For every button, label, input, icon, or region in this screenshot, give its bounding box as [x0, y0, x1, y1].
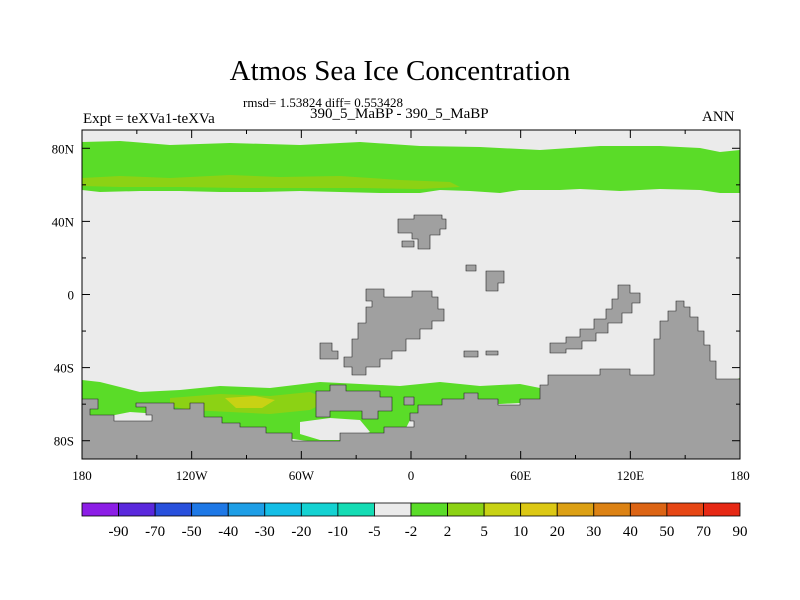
antarctic-ice-core [225, 396, 275, 408]
colorbar-label: 90 [733, 524, 748, 540]
land-europe-bit [401, 240, 415, 248]
colorbar-box [483, 502, 522, 517]
colorbar-label: -30 [255, 524, 275, 540]
colorbar-box [703, 502, 741, 517]
land-africa [343, 288, 445, 376]
colorbar-label: 5 [480, 524, 488, 540]
colorbar-box [629, 502, 668, 517]
y-tick-label: 80S [54, 434, 74, 449]
colorbar-label: 2 [444, 524, 452, 540]
colorbar-box [191, 502, 229, 517]
y-tick-label: 40S [54, 361, 74, 376]
y-axis: 80N 40N 0 40S 80S [52, 141, 740, 449]
x-axis: 180 120W 60W 0 60E 120E 180 [72, 130, 750, 483]
colorbar-label: 30 [586, 524, 601, 540]
colorbar-box [410, 502, 448, 517]
colorbar-label: 50 [659, 524, 674, 540]
chart-title: Atmos Sea Ice Concentration [229, 55, 571, 87]
colorbar-label: -10 [328, 524, 348, 540]
colorbar-label: -5 [368, 524, 381, 540]
stats-text: rmsd= 1.53824 diff= 0.553428 [243, 95, 403, 110]
colorbar-box [227, 502, 266, 517]
season-label: ANN [702, 109, 735, 125]
x-tick-label: 0 [408, 468, 415, 483]
land-indonesia [549, 284, 641, 354]
land-madagascar [463, 350, 479, 358]
colorbar-box [337, 502, 375, 517]
colorbar-box [520, 502, 558, 517]
colorbar-box [154, 502, 193, 517]
y-tick-label: 40N [52, 214, 75, 229]
x-tick-label: 180 [72, 468, 92, 483]
land-africa-bit [319, 342, 339, 360]
land-masses [81, 214, 741, 460]
colorbar-label: 40 [623, 524, 638, 540]
x-tick-label: 60E [510, 468, 531, 483]
colorbar-label: 20 [550, 524, 565, 540]
land-south-america-tip [403, 396, 415, 406]
y-tick-label: 80N [52, 141, 75, 156]
map-panel [81, 129, 741, 460]
colorbar-box [118, 502, 156, 517]
colorbar-label: -2 [405, 524, 418, 540]
land-arabia-bit [465, 264, 477, 272]
colorbar-box [593, 502, 631, 517]
colorbar-box [81, 502, 119, 517]
colorbar-label: -90 [109, 524, 129, 540]
colorbar-label: -20 [291, 524, 311, 540]
colorbar-label: 10 [513, 524, 528, 540]
colorbar-label: -70 [145, 524, 165, 540]
case-label: 390_5_MaBP - 390_5_MaBP [310, 106, 489, 122]
colorbar: -90 -70 -50 -40 -30 -20 -10 -5 -2 2 5 10 20 30 40 50 70 9… [81, 502, 748, 540]
colorbar-box [374, 502, 412, 517]
colorbar-box [556, 502, 595, 517]
colorbar-label: 70 [696, 524, 711, 540]
land-antarctic-peninsula [315, 384, 393, 420]
colorbar-label: -50 [182, 524, 202, 540]
experiment-label: Expt = teXVa1-teXVa [83, 111, 215, 127]
land-europe [397, 214, 447, 250]
x-tick-label: 60W [289, 468, 315, 483]
arctic-ice-strip [540, 160, 700, 168]
colorbar-box [666, 502, 704, 517]
arctic-ice-core [82, 175, 460, 189]
x-tick-label: 120E [617, 468, 645, 483]
x-tick-label: 180 [730, 468, 750, 483]
land-australia [81, 300, 741, 460]
land-india [485, 270, 505, 292]
y-tick-label: 0 [68, 288, 75, 303]
x-tick-label: 120W [176, 468, 209, 483]
colorbar-box [300, 502, 339, 517]
colorbar-box [447, 502, 485, 517]
colorbar-label: -40 [218, 524, 238, 540]
colorbar-box [264, 502, 302, 517]
land-islet [485, 350, 499, 356]
